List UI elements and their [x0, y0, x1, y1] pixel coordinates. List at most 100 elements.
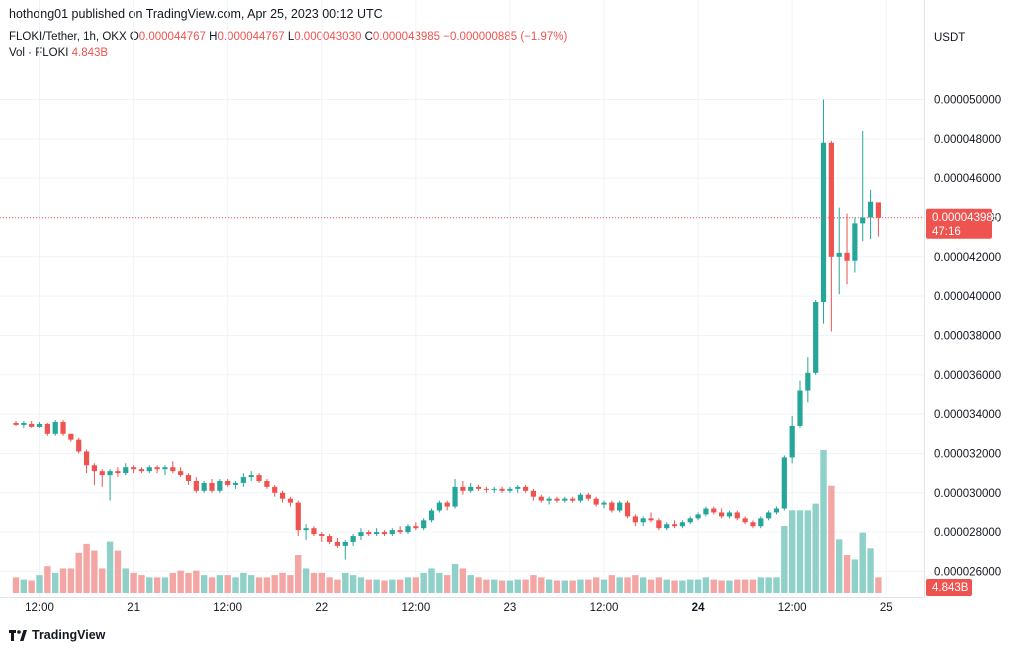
candle-body: [178, 471, 184, 476]
candle-body: [162, 467, 168, 470]
candle-body: [734, 512, 740, 519]
candle-body: [193, 480, 199, 491]
price-tick-label: 0.000030000: [934, 488, 1001, 500]
candle-body: [366, 532, 372, 535]
price-tick-label: 0.000042000: [934, 252, 1001, 264]
volume-bar: [263, 577, 271, 593]
candle-body: [107, 471, 113, 476]
volume-bar: [83, 543, 90, 593]
candle-body: [468, 486, 474, 491]
time-tick-label: 23: [504, 602, 517, 614]
candle-body: [820, 142, 827, 303]
volume-bar: [663, 579, 670, 593]
last-volume-value: 4.843B: [932, 582, 969, 594]
candle-body: [656, 520, 662, 529]
price-tick-label: 0.000036000: [934, 370, 1001, 382]
candle-body: [758, 518, 764, 527]
volume-bar: [342, 572, 349, 593]
candle-body: [68, 433, 74, 440]
volume-bar: [28, 580, 35, 593]
volume-bar: [506, 580, 514, 593]
legend-close-label: C: [364, 31, 373, 43]
last-price-value: 0.000043985: [932, 212, 999, 224]
candle-body: [397, 530, 403, 533]
volume-bar: [224, 575, 231, 593]
volume-bar: [875, 577, 882, 593]
volume-bar: [757, 577, 764, 593]
volume-bar: [106, 541, 114, 593]
volume-bar: [804, 510, 812, 593]
candle-body: [679, 522, 685, 527]
volume-bar: [373, 579, 380, 593]
candle-body: [726, 512, 733, 517]
legend-symbol[interactable]: FLOKI/Tether, 1h, OKX: [9, 31, 127, 43]
candle-body: [554, 498, 560, 501]
candle-body: [421, 520, 427, 529]
volume-bar: [36, 575, 43, 593]
volume-bar: [232, 577, 239, 593]
candle-body: [617, 502, 623, 511]
volume-bar: [130, 572, 137, 593]
volume-bar: [836, 539, 843, 593]
volume-bar: [867, 548, 874, 593]
volume-bar: [99, 568, 106, 593]
volume-bar: [451, 563, 459, 593]
tradingview-logo[interactable]: TradingView: [9, 628, 105, 642]
legend-vol-label[interactable]: Vol · FLOKI: [9, 47, 69, 59]
price-tick-label: 0.000048000: [934, 134, 1001, 146]
volume-legend: Vol · FLOKI 4.843B: [9, 47, 108, 59]
volume-bar: [44, 566, 51, 593]
candle-body: [460, 486, 466, 491]
candle-body: [225, 480, 231, 485]
volume-bar: [647, 579, 655, 593]
volume-bar: [569, 580, 576, 593]
volume-bar: [577, 579, 584, 593]
candle-body: [695, 514, 701, 519]
legend-low-value: 0.000043030: [294, 31, 362, 43]
volume-bar: [694, 579, 702, 593]
time-tick-label: 24: [692, 602, 705, 614]
candle-body: [99, 471, 105, 476]
volume-bar: [640, 577, 647, 593]
volume-bar: [146, 577, 153, 593]
tradingview-logo-icon: [9, 629, 27, 641]
volume-bar: [216, 575, 224, 593]
candle-body: [185, 475, 192, 481]
legend-change-value: −0.000000885 (−1.97%): [443, 31, 568, 43]
candle-body: [664, 524, 670, 529]
volume-bar: [687, 579, 694, 593]
volume-bar: [349, 575, 357, 593]
candle-body: [844, 252, 850, 261]
candle-body: [703, 508, 709, 515]
candlesticks: [13, 99, 881, 560]
legend-close-value: 0.000043985: [372, 31, 441, 43]
candle-body: [750, 522, 756, 527]
candle-body: [640, 518, 646, 523]
volume-bar: [765, 577, 772, 593]
legend-vol-value: 4.843B: [71, 47, 109, 59]
volume-bar: [302, 568, 310, 593]
candle-body: [428, 510, 435, 521]
volume-bar: [404, 577, 412, 593]
price-tick-label: 0.000040000: [934, 291, 1001, 303]
candle-body: [405, 526, 411, 533]
last-volume-label: 4.843B: [926, 579, 972, 596]
candle-body: [209, 482, 215, 491]
volume-bar: [193, 570, 200, 593]
candle-body: [632, 516, 638, 523]
candle-body: [852, 223, 858, 261]
legend-open-value: 0.000044767: [138, 31, 206, 43]
volume-bar: [20, 579, 28, 593]
time-tick-label: 22: [315, 602, 328, 614]
candle-body: [52, 421, 58, 434]
candle-body: [577, 494, 584, 501]
candle-body: [875, 202, 881, 218]
candle-body: [562, 498, 568, 501]
volume-bar: [514, 579, 521, 593]
price-tick-label: 0.000034000: [934, 409, 1001, 421]
countdown-value: 47:16: [932, 226, 961, 238]
volume-bar: [75, 552, 82, 593]
volume-bar: [788, 510, 796, 593]
volume-bar: [444, 575, 451, 593]
